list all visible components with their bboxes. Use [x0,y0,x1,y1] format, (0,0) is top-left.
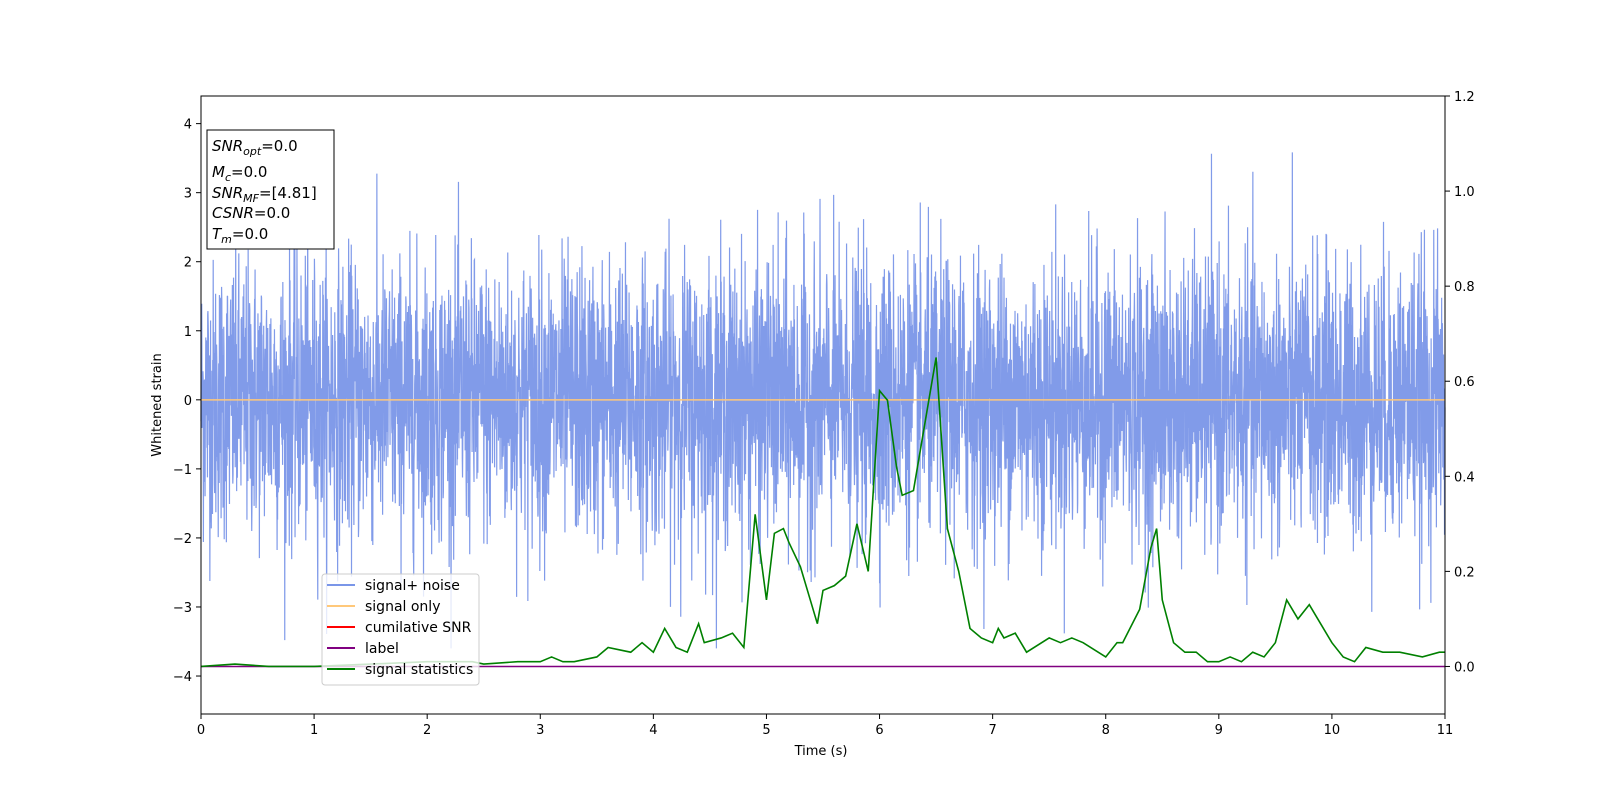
y-left-tick-label: 3 [184,187,192,202]
y-axis-left: 4 3 2 1 0 −1 −2 −3 −4 [173,118,201,685]
y-right-tick-label: 1.2 [1454,90,1475,105]
info-mc: Mc=0.0 [212,163,267,184]
x-axis-label: Time (s) [794,744,848,759]
signal-noise-line [200,152,1446,649]
legend-label-signal-noise: signal+ noise [365,578,460,594]
y-right-tick-label: 0.4 [1454,470,1475,485]
y-right-tick-label: 0.0 [1454,660,1475,675]
x-tick-label: 9 [1215,723,1223,738]
info-box: SNRopt=0.0 Mc=0.0 SNRMF=[4.81] CSNR=0.0 … [206,129,335,250]
x-tick-label: 3 [536,723,544,738]
x-tick-label: 10 [1324,723,1341,738]
y-left-tick-label: 1 [184,325,192,340]
info-snr-mf: SNRMF=[4.81] [212,184,317,205]
y-right-tick-label: 0.6 [1454,375,1475,390]
legend-label-signal-only: signal only [365,599,440,615]
x-tick-label: 2 [423,723,431,738]
y-left-tick-label: −2 [173,532,192,547]
info-snr-opt: SNRopt=0.0 [212,137,298,158]
y-axis-label: Whitened strain [150,353,165,456]
y-left-tick-label: 4 [184,118,192,133]
signal-noise-series [200,152,1446,649]
y-left-tick-label: −1 [173,463,192,478]
x-tick-label: 0 [197,723,205,738]
legend: signal+ noise signal only cumilative SNR… [321,573,480,686]
y-left-tick-label: 2 [184,256,192,271]
x-tick-label: 7 [988,723,996,738]
legend-label-signal-statistics: signal statistics [365,662,473,678]
x-tick-label: 4 [649,723,657,738]
legend-frame [321,573,480,686]
y-right-tick-label: 0.2 [1454,565,1475,580]
info-csnr: CSNR=0.0 [212,204,290,222]
info-tm: Tm=0.0 [212,225,268,246]
x-tick-label: 11 [1437,723,1454,738]
legend-label-cumilative-snr: cumilative SNR [365,620,472,636]
x-tick-label: 5 [762,723,770,738]
y-right-tick-label: 1.0 [1454,185,1475,200]
y-axis-right: 1.2 1.0 0.8 0.6 0.4 0.2 0.0 [1445,90,1475,675]
axes-frame [200,95,1446,715]
x-tick-label: 6 [875,723,883,738]
y-right-tick-label: 0.8 [1454,280,1475,295]
y-left-tick-label: 0 [184,394,192,409]
legend-label-label: label [365,641,399,657]
x-axis: 0 1 2 3 4 5 6 7 8 9 10 11 [197,714,1453,738]
info-box-frame [206,129,335,250]
x-tick-label: 8 [1102,723,1110,738]
x-tick-label: 1 [310,723,318,738]
signal-statistics-series [200,357,1445,668]
y-left-tick-label: −4 [173,670,192,685]
y-left-tick-label: −3 [173,601,192,616]
